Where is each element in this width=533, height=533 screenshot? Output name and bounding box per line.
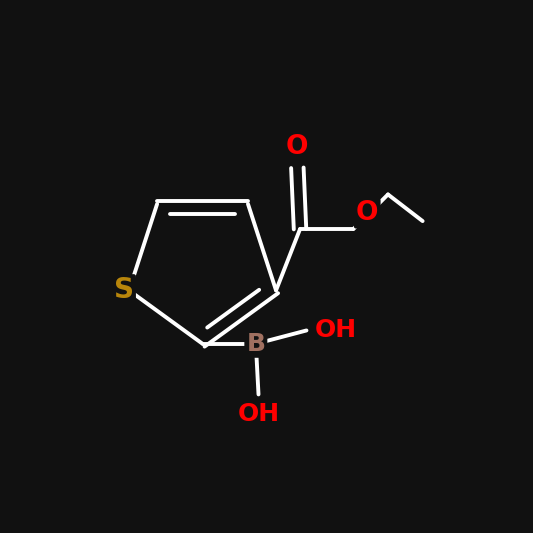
- Text: O: O: [356, 200, 378, 227]
- Text: OH: OH: [314, 318, 357, 343]
- Text: OH: OH: [237, 402, 280, 426]
- Text: O: O: [286, 134, 309, 160]
- Text: B: B: [246, 332, 265, 356]
- Text: S: S: [114, 277, 134, 304]
